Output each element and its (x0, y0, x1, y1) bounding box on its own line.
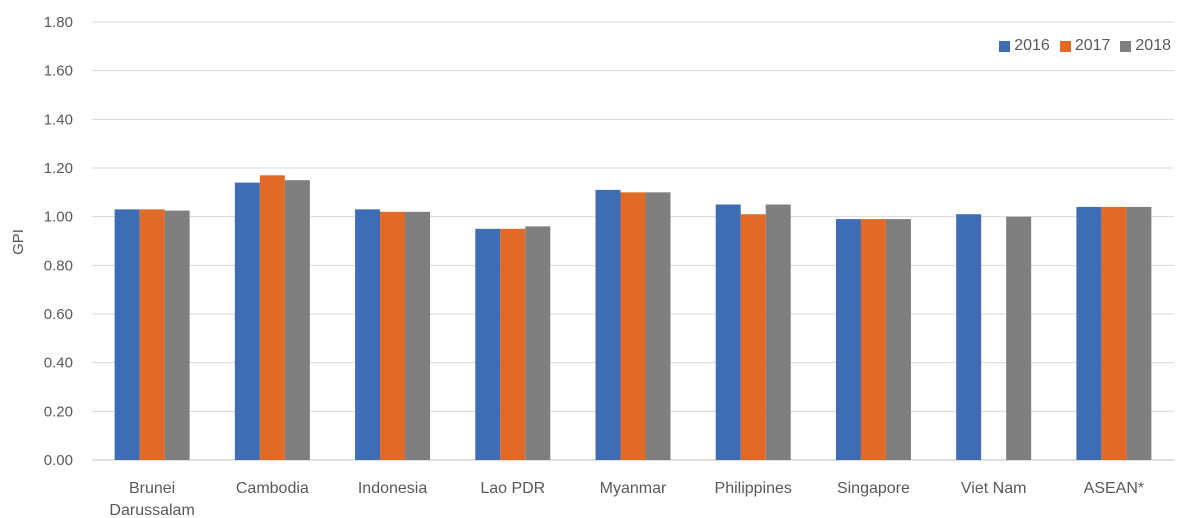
y-axis-title: GPI (10, 229, 27, 255)
bar-2017-4 (620, 192, 646, 461)
bar-2018-8 (1126, 206, 1152, 460)
bar-2018-6 (885, 219, 911, 460)
bar-2018-4 (645, 192, 671, 461)
bar-2016-1 (234, 182, 260, 460)
legend: 2016 2017 2018 (999, 37, 1171, 55)
bar-2017-8 (1101, 206, 1127, 460)
legend-item: 2017 (1059, 37, 1111, 55)
legend-swatch (999, 40, 1011, 52)
x-category-label: Cambodia (236, 480, 309, 497)
y-tick-label: 1.00 (44, 209, 73, 226)
legend-item: 2016 (999, 37, 1050, 55)
y-tick-label: 0.40 (44, 355, 73, 372)
y-tick-label: 1.60 (44, 63, 73, 80)
bar-2018-1 (284, 180, 310, 460)
x-category-label: Philippines (715, 480, 792, 497)
bar-2017-2 (380, 211, 406, 460)
bar-2018-0 (164, 210, 190, 460)
y-tick-label: 1.40 (44, 111, 73, 128)
bar-2018-3 (525, 226, 551, 460)
bar-2016-6 (835, 219, 861, 460)
legend-label: 2018 (1135, 37, 1171, 54)
bar-2016-7 (956, 214, 982, 460)
y-tick-label: 1.20 (44, 160, 73, 177)
bar-2017-0 (139, 209, 165, 460)
x-category-label: Lao PDR (480, 480, 545, 497)
x-category-label: Singapore (837, 480, 910, 497)
y-tick-label: 0.00 (44, 452, 73, 469)
x-axis-categories: Brunei Darussalam Cambodia Indonesia Lao PDR… (109, 480, 1144, 518)
bar-2017-5 (740, 214, 766, 460)
legend-swatch (1059, 40, 1071, 52)
bar-2018-2 (405, 211, 431, 460)
bar-2016-3 (475, 228, 501, 460)
x-category-label: Myanmar (600, 480, 667, 497)
bar-2018-7 (1006, 216, 1032, 460)
bars (114, 175, 1152, 461)
x-category-label: Indonesia (358, 480, 427, 497)
legend-label: 2017 (1074, 37, 1111, 54)
y-tick-label: 0.20 (44, 403, 73, 420)
x-category-label: Brunei Darussalam (109, 480, 194, 518)
x-category-label: ASEAN* (1084, 480, 1144, 497)
legend-label: 2016 (1014, 37, 1050, 54)
bar-2016-8 (1076, 206, 1102, 460)
bar-2017-3 (500, 228, 526, 460)
y-tick-label: 1.80 (44, 14, 73, 31)
bar-2018-5 (765, 204, 791, 460)
bar-2017-1 (259, 175, 285, 461)
bar-2016-0 (114, 209, 140, 460)
bar-2017-6 (860, 219, 886, 460)
y-tick-label: 0.80 (44, 257, 73, 274)
bar-2016-4 (595, 189, 621, 460)
y-tick-label: 0.60 (44, 306, 73, 323)
y-axis-ticks: 0.00 0.20 0.40 0.60 0.80 1.00 1.20 1.40 1.60 1.80 (44, 14, 73, 469)
x-category-label: Viet Nam (961, 480, 1027, 497)
legend-swatch (1120, 40, 1132, 52)
bar-2016-5 (715, 204, 741, 460)
bar-2016-2 (355, 209, 381, 460)
legend-item: 2018 (1120, 37, 1171, 55)
